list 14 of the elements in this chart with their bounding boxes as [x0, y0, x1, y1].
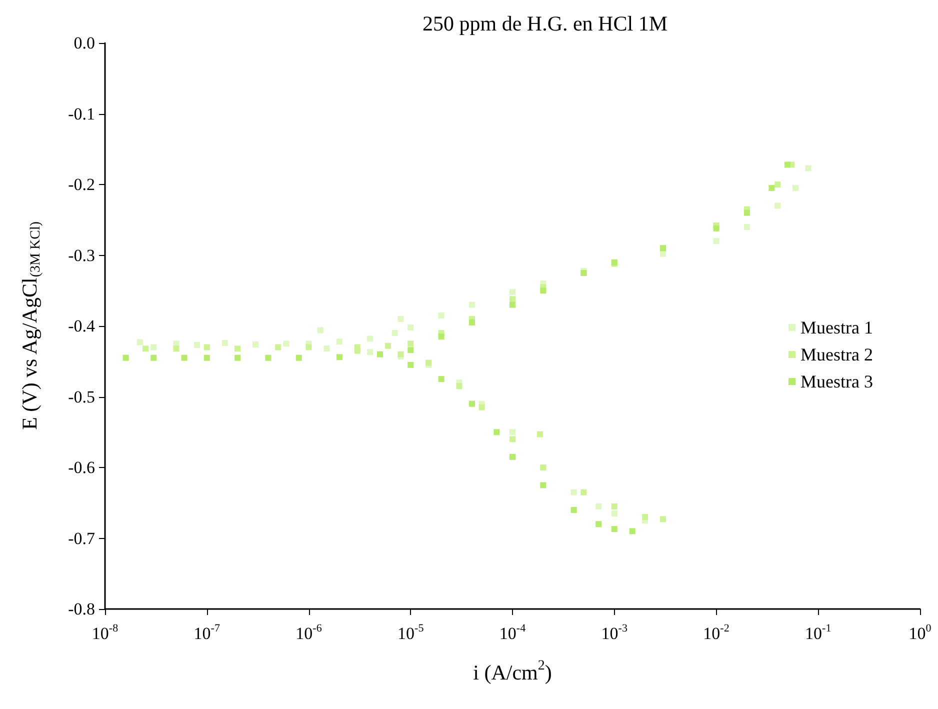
y-axis-title: E (V) vs Ag/AgCl(3M KCl)	[18, 221, 44, 430]
chart-title: 250 ppm de H.G. en HCl 1M	[422, 12, 668, 36]
y-tick-label: -0.5	[68, 387, 95, 406]
legend-label: Muestra 3	[800, 372, 873, 392]
legend-label: Muestra 2	[800, 344, 873, 364]
y-tick-label: -0.2	[68, 175, 95, 194]
y-tick-label: -0.3	[68, 246, 95, 265]
legend-label: Muestra 1	[800, 318, 873, 338]
y-tick-label: -0.7	[68, 528, 96, 548]
y-tick-label: -0.8	[68, 600, 95, 618]
y-tick-label: -0.1	[68, 104, 95, 124]
y-tick-label: 0.0	[74, 34, 95, 52]
y-tick-label: -0.4	[68, 316, 96, 336]
y-tick-label: -0.6	[68, 458, 95, 477]
